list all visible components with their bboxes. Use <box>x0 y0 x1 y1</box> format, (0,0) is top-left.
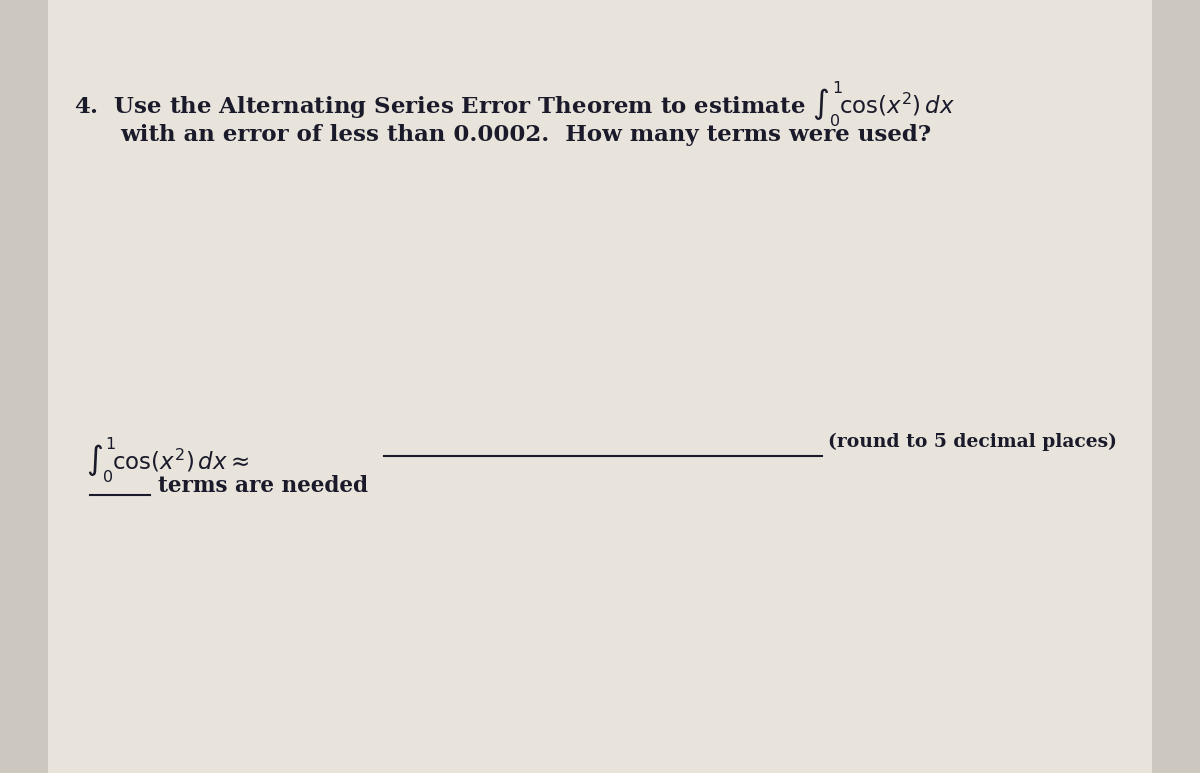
Text: $\int_0^1\!\cos(x^2)\,dx \approx$: $\int_0^1\!\cos(x^2)\,dx \approx$ <box>86 437 250 485</box>
FancyBboxPatch shape <box>48 0 1152 773</box>
Text: terms are needed: terms are needed <box>158 475 368 497</box>
Text: (round to 5 decimal places): (round to 5 decimal places) <box>828 433 1117 451</box>
Text: 4.  Use the Alternating Series Error Theorem to estimate $\int_0^1\!\cos(x^2)\,d: 4. Use the Alternating Series Error Theo… <box>74 81 955 129</box>
Text: with an error of less than 0.0002.  How many terms were used?: with an error of less than 0.0002. How m… <box>120 124 931 145</box>
